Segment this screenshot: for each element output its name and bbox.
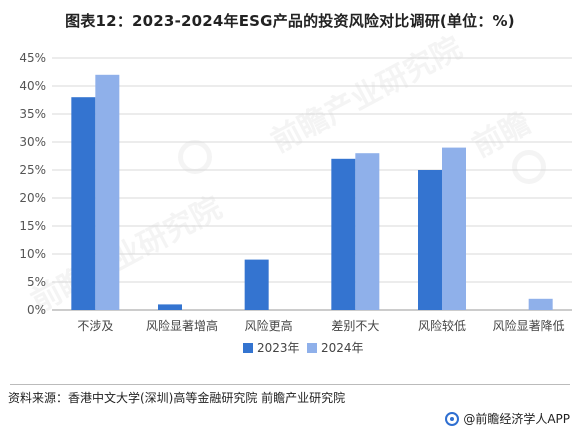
bar-2023 [158,304,182,310]
bar-2023 [418,170,442,310]
bars [71,74,553,310]
brand-logo-icon [445,411,460,426]
legend-label: 2023年 [257,341,300,355]
x-tick-label: 差别不大 [331,319,379,333]
y-tick-label: 20% [19,191,46,205]
chart-title: 图表12：2023-2024年ESG产品的投资风险对比调研(单位：%) [65,12,515,30]
bar-2023 [331,158,356,310]
bar-2024 [528,298,553,310]
bar-chart: 0% 5% 10% 15% 20% 25% 30% 35% 40% 45% 不涉及 风险显著增高 风险… [19,51,572,355]
y-tick-label: 40% [19,79,46,93]
bar-2024 [442,147,466,310]
x-axis-ticks: 不涉及 风险显著增高 风险更高 差别不大 风险较低 风险显著降低 [77,318,564,333]
source-note: 资料来源：香港中文大学(深圳)高等金融研究院 前瞻产业研究院 [8,391,346,405]
bar-2023 [244,259,269,310]
brand-credit: @前瞻经济学人APP [445,410,570,427]
y-axis-ticks: 0% 5% 10% 15% 20% 25% 30% 35% 40% 45% [19,51,46,317]
y-tick-label: 30% [19,135,46,149]
y-tick-label: 45% [19,51,46,65]
y-tick-label: 10% [19,247,46,261]
x-tick-label: 不涉及 [77,319,113,333]
brand-text: @前瞻经济学人APP [463,412,570,426]
legend-swatch [243,343,253,353]
y-tick-label: 35% [19,107,46,121]
grid-lines [52,57,572,311]
footer-divider [10,384,570,385]
y-tick-label: 15% [19,219,46,233]
x-tick-label: 风险显著降低 [493,318,565,333]
bar-2023 [71,97,96,310]
legend-label: 2024年 [321,341,364,355]
x-tick-label: 风险较低 [418,318,466,333]
x-tick-label: 风险显著增高 [146,318,218,333]
legend-swatch [307,343,317,353]
y-tick-label: 25% [19,163,46,177]
x-tick-label: 风险更高 [245,318,293,333]
bar-2024 [355,153,380,310]
legend: 2023年 2024年 [243,341,364,355]
y-tick-label: 5% [27,275,46,289]
y-tick-label: 0% [27,303,46,317]
bar-2024 [95,74,120,310]
